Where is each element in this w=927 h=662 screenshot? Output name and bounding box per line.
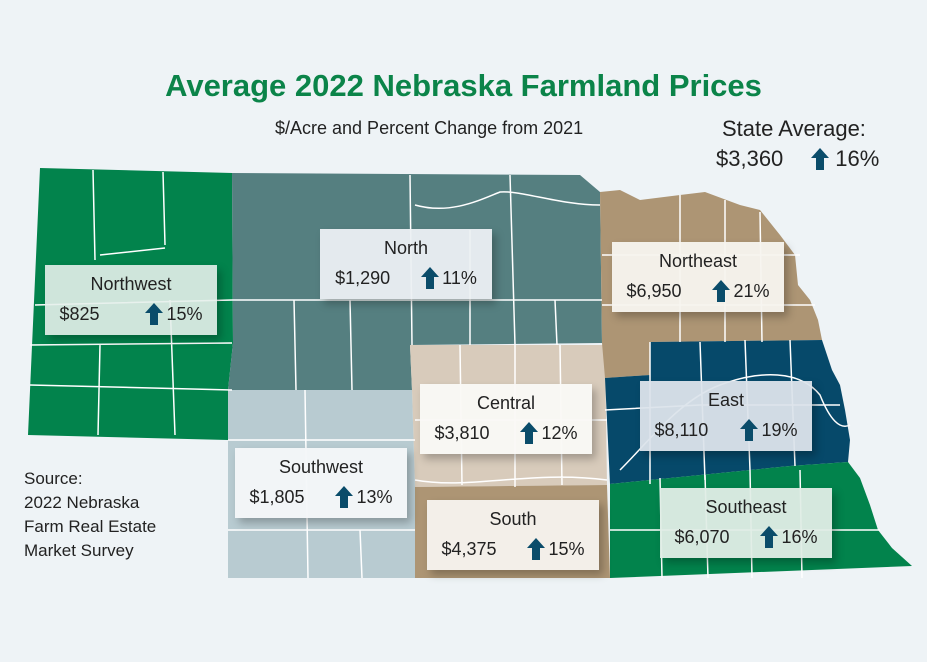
up-arrow-icon xyxy=(760,526,779,548)
region-values: $1,290 11% xyxy=(320,267,492,289)
region-name: Central xyxy=(476,393,536,413)
region-label-central: Central $3,810 12% xyxy=(420,384,592,454)
region-name: Southeast xyxy=(705,497,787,517)
region-price: $3,810 xyxy=(434,422,490,443)
source-note: Source: 2022 Nebraska Farm Real Estate M… xyxy=(24,467,156,563)
region-label-south: South $4,375 15% xyxy=(427,500,599,570)
region-label-northwest: Northwest $825 15% xyxy=(45,265,217,335)
region-values: $825 15% xyxy=(45,303,217,325)
region-price: $4,375 xyxy=(441,538,497,559)
region-name: North xyxy=(383,238,428,258)
state-average-values: $3,360 16% xyxy=(716,146,879,172)
region-price: $6,950 xyxy=(626,280,682,301)
region-values: $1,805 13% xyxy=(235,486,407,508)
region-label-east: East $8,110 19% xyxy=(640,381,812,451)
up-arrow-icon xyxy=(421,267,440,289)
page-title: Average 2022 Nebraska Farmland Prices xyxy=(165,68,762,103)
source-line: Source: xyxy=(24,469,83,488)
region-price: $6,070 xyxy=(674,526,730,547)
region-name: South xyxy=(489,509,537,529)
region-price: $1,805 xyxy=(249,486,305,507)
region-change: 19% xyxy=(761,419,798,440)
region-label-southwest: Southwest $1,805 13% xyxy=(235,448,407,518)
source-line: 2022 Nebraska xyxy=(24,493,140,512)
subtitle: $/Acre and Percent Change from 2021 xyxy=(275,118,584,138)
region-label-southeast: Southeast $6,070 16% xyxy=(660,488,832,558)
region-values: $6,950 21% xyxy=(612,280,784,302)
state-average-price: $3,360 xyxy=(716,146,784,171)
state-average-label: State Average: xyxy=(722,116,866,141)
region-change: 21% xyxy=(733,280,770,301)
up-arrow-icon xyxy=(335,486,354,508)
region-change: 11% xyxy=(442,267,477,288)
source-line: Farm Real Estate xyxy=(24,517,157,536)
region-values: $4,375 15% xyxy=(427,538,599,560)
region-price: $1,290 xyxy=(335,267,391,288)
region-name: Southwest xyxy=(278,457,364,477)
region-price: $8,110 xyxy=(654,419,709,440)
up-arrow-icon xyxy=(740,419,759,441)
region-change: 15% xyxy=(166,303,203,324)
state-average-change: 16% xyxy=(835,146,880,171)
up-arrow-icon xyxy=(712,280,731,302)
region-change: 15% xyxy=(548,538,585,559)
up-arrow-icon xyxy=(145,303,164,325)
region-name: East xyxy=(707,390,745,410)
up-arrow-icon xyxy=(520,422,539,444)
region-name: Northeast xyxy=(658,251,738,271)
region-values: $3,810 12% xyxy=(420,422,592,444)
region-values: $8,110 19% xyxy=(640,419,812,441)
region-change: 12% xyxy=(541,422,578,443)
region-change: 16% xyxy=(781,526,818,547)
region-label-north: North $1,290 11% xyxy=(320,229,492,299)
up-arrow-icon xyxy=(811,148,830,170)
region-label-northeast: Northeast $6,950 21% xyxy=(612,242,784,312)
region-price: $825 xyxy=(59,303,100,324)
region-values: $6,070 16% xyxy=(660,526,832,548)
up-arrow-icon xyxy=(527,538,546,560)
region-change: 13% xyxy=(356,486,393,507)
region-name: Northwest xyxy=(90,274,172,294)
source-line: Market Survey xyxy=(24,541,134,560)
